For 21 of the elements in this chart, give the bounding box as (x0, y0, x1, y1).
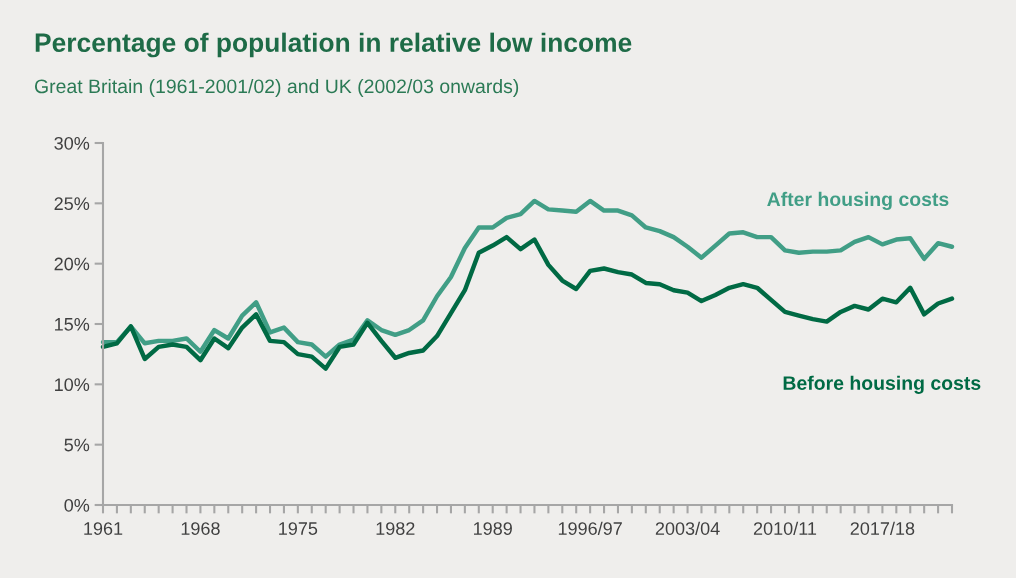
text: Before housing costs (783, 375, 981, 394)
x-tick-label: 1968 (181, 522, 220, 535)
x-tick-label: 2003/04 (655, 521, 720, 535)
y-tick-label: 5% (64, 438, 90, 452)
y-tick-label: 20% (54, 257, 90, 271)
x-tick-label: 1961 (84, 522, 123, 535)
x-tick-label: 2010/11 (753, 521, 817, 535)
series-label: After housing costs (767, 191, 949, 211)
chart-subtitle: Great Britain (1961-2001/02) and UK (2002/03 onwards) (34, 78, 519, 98)
y-tick-label: 10% (55, 378, 90, 392)
line-series (100, 234, 955, 371)
chart-title: Percentage of population in relative low income (35, 32, 632, 58)
x-tick-label: 1982 (376, 522, 415, 535)
y-tick-label: 15% (55, 318, 90, 331)
y-tick-label: 30% (54, 136, 90, 150)
x-tick-label: 1996/97 (558, 521, 622, 535)
x-tick-label: 2017/18 (850, 521, 915, 535)
x-tick-label: 1975 (279, 522, 318, 535)
y-tick-label: 0% (64, 498, 90, 512)
y-tick-label: 25% (54, 197, 90, 211)
x-tick-label: 1989 (474, 522, 512, 535)
